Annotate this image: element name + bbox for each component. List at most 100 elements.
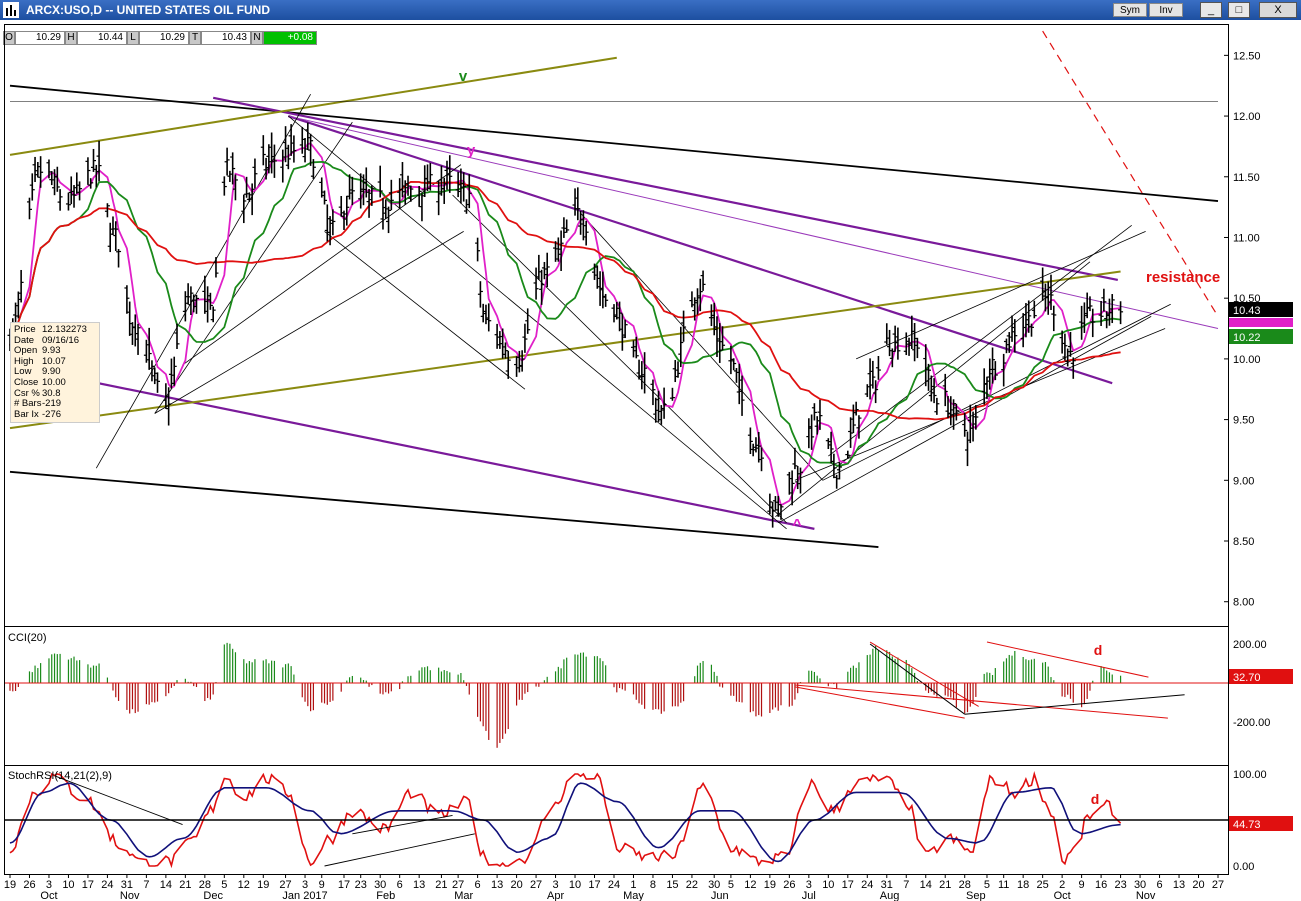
x-axis-day-label: 27: [1212, 879, 1224, 891]
x-axis-day-label: 6: [397, 879, 403, 891]
x-axis-day-label: 19: [4, 879, 16, 891]
data-window-value: 10.07: [42, 355, 66, 367]
data-window-key: Price: [14, 324, 36, 335]
high-value: 10.44: [77, 31, 127, 45]
data-window-row: Close 10.00: [14, 376, 96, 389]
x-axis-day-label: 8: [650, 879, 656, 891]
wave-caret-label: ^: [792, 517, 801, 534]
down-fan-line: [324, 231, 526, 390]
x-axis-day-label: 22: [686, 879, 698, 891]
price-pane: [4, 24, 1229, 627]
price-axis-label: 10.00: [1233, 354, 1261, 366]
ma-mid-line: [9, 160, 1121, 467]
x-axis-day-label: 17: [588, 879, 600, 891]
data-window-value: 30.8: [42, 387, 61, 399]
x-axis-month-label: Jul: [802, 890, 816, 901]
x-axis-day-label: 9: [319, 879, 325, 891]
stoch-trendline-c: [352, 814, 453, 835]
up-fan-line: [822, 303, 1171, 481]
x-axis-day-label: 6: [475, 879, 481, 891]
x-axis-day-label: 3: [46, 879, 52, 891]
cci-support-line: [964, 694, 1185, 715]
up-fan-line: [775, 261, 1091, 518]
data-window-row: Open 9.93: [14, 346, 96, 357]
maximize-button[interactable]: □: [1228, 2, 1250, 18]
x-axis-day-label: 10: [62, 879, 74, 891]
x-axis-day-label: 12: [744, 879, 756, 891]
stochrsi-value: 44.73: [1233, 819, 1261, 831]
x-axis-month-label: Jan 2017: [282, 890, 327, 901]
last-price-value: 10.43: [1233, 305, 1261, 317]
x-axis-day-label: 23: [355, 879, 367, 891]
x-axis-day-label: 3: [552, 879, 558, 891]
data-window-row: Low 9.90: [14, 367, 96, 378]
fan-line: [154, 121, 353, 414]
x-axis-day-label: 17: [842, 879, 854, 891]
x-axis-day-label: 30: [1134, 879, 1146, 891]
up-fan-line: [828, 225, 1132, 457]
x-axis-day-label: 13: [491, 879, 503, 891]
x-axis-day-label: 10: [569, 879, 581, 891]
data-window-key: Open: [14, 345, 38, 357]
data-window-key: Csr %: [14, 387, 40, 399]
x-axis-day-label: 3: [302, 879, 308, 891]
minimize-button[interactable]: _: [1200, 2, 1222, 18]
data-window-row: Csr % 30.8: [14, 387, 96, 400]
close-button[interactable]: X: [1259, 2, 1297, 18]
cci-title: CCI(20): [8, 632, 47, 644]
x-axis-day-label: 3: [806, 879, 812, 891]
x-axis-day-label: 12: [238, 879, 250, 891]
x-axis-day-label: 21: [435, 879, 447, 891]
window-title: ARCX:USO,D -- UNITED STATES OIL FUND: [26, 3, 270, 17]
data-window-key: Close: [14, 376, 39, 388]
chart-canvas[interactable]: 8.008.509.009.5010.0010.5011.0011.5012.0…: [0, 20, 1301, 901]
stochrsi-value-tag: [1229, 816, 1293, 831]
fan-line: [182, 164, 462, 366]
x-axis-day-label: 15: [666, 879, 678, 891]
mid-ma-tag: [1229, 329, 1293, 344]
chart-app-icon: [3, 2, 19, 18]
resistance-label: resistance: [1146, 269, 1220, 286]
wave-y-label: y: [467, 142, 476, 159]
x-axis-day-label: 13: [413, 879, 425, 891]
x-axis-day-label: 31: [121, 879, 133, 891]
data-window-value: 12.132273: [42, 324, 87, 335]
x-axis-month-label: Jun: [711, 890, 729, 901]
x-axis-day-label: 30: [374, 879, 386, 891]
price-axis-label: 11.00: [1233, 232, 1260, 244]
cci-upper-trendline-b: [986, 641, 1149, 678]
x-axis-month-label: Dec: [203, 890, 223, 901]
last-price-tag: [1229, 302, 1293, 317]
cci-divergence-label: d: [1094, 642, 1103, 658]
price-axis-label: 12.00: [1233, 111, 1261, 123]
purple-mid-trendline: [288, 115, 1113, 385]
x-axis-day-label: 30: [708, 879, 720, 891]
data-window-key: High: [14, 355, 34, 367]
data-window-key: Bar Ix: [14, 408, 39, 420]
stochrsi-axis-label: 100.00: [1233, 769, 1267, 781]
data-window-value: 10.00: [42, 376, 66, 388]
wave-v-label: v: [459, 68, 468, 85]
x-axis-day-label: 13: [1173, 879, 1185, 891]
x-axis-day-label: 18: [1017, 879, 1029, 891]
x-axis-day-label: 2: [1059, 879, 1065, 891]
cci-axis-label: -200.00: [1233, 717, 1270, 729]
cci-channel-line: [794, 686, 965, 719]
x-axis-day-label: 16: [1095, 879, 1107, 891]
x-axis-day-label: 17: [338, 879, 350, 891]
sym-button[interactable]: Sym: [1113, 3, 1147, 17]
cci-value: 32.70: [1233, 672, 1261, 684]
x-axis-day-label: 26: [23, 879, 35, 891]
x-axis-day-label: 20: [1192, 879, 1204, 891]
x-axis-day-label: 26: [783, 879, 795, 891]
price-axis-label: 8.00: [1233, 597, 1254, 609]
x-axis-month-label: Mar: [454, 890, 473, 901]
net-label: N: [251, 31, 263, 45]
indicator-button[interactable]: Inv: [1149, 3, 1183, 17]
x-axis-day-label: 28: [199, 879, 211, 891]
x-axis-day-label: 27: [279, 879, 291, 891]
channel-lower-black-line: [9, 470, 879, 548]
cci-value-tag: [1229, 669, 1293, 684]
x-axis-day-label: 5: [984, 879, 990, 891]
stoch-divergence-label: d: [1091, 791, 1100, 807]
